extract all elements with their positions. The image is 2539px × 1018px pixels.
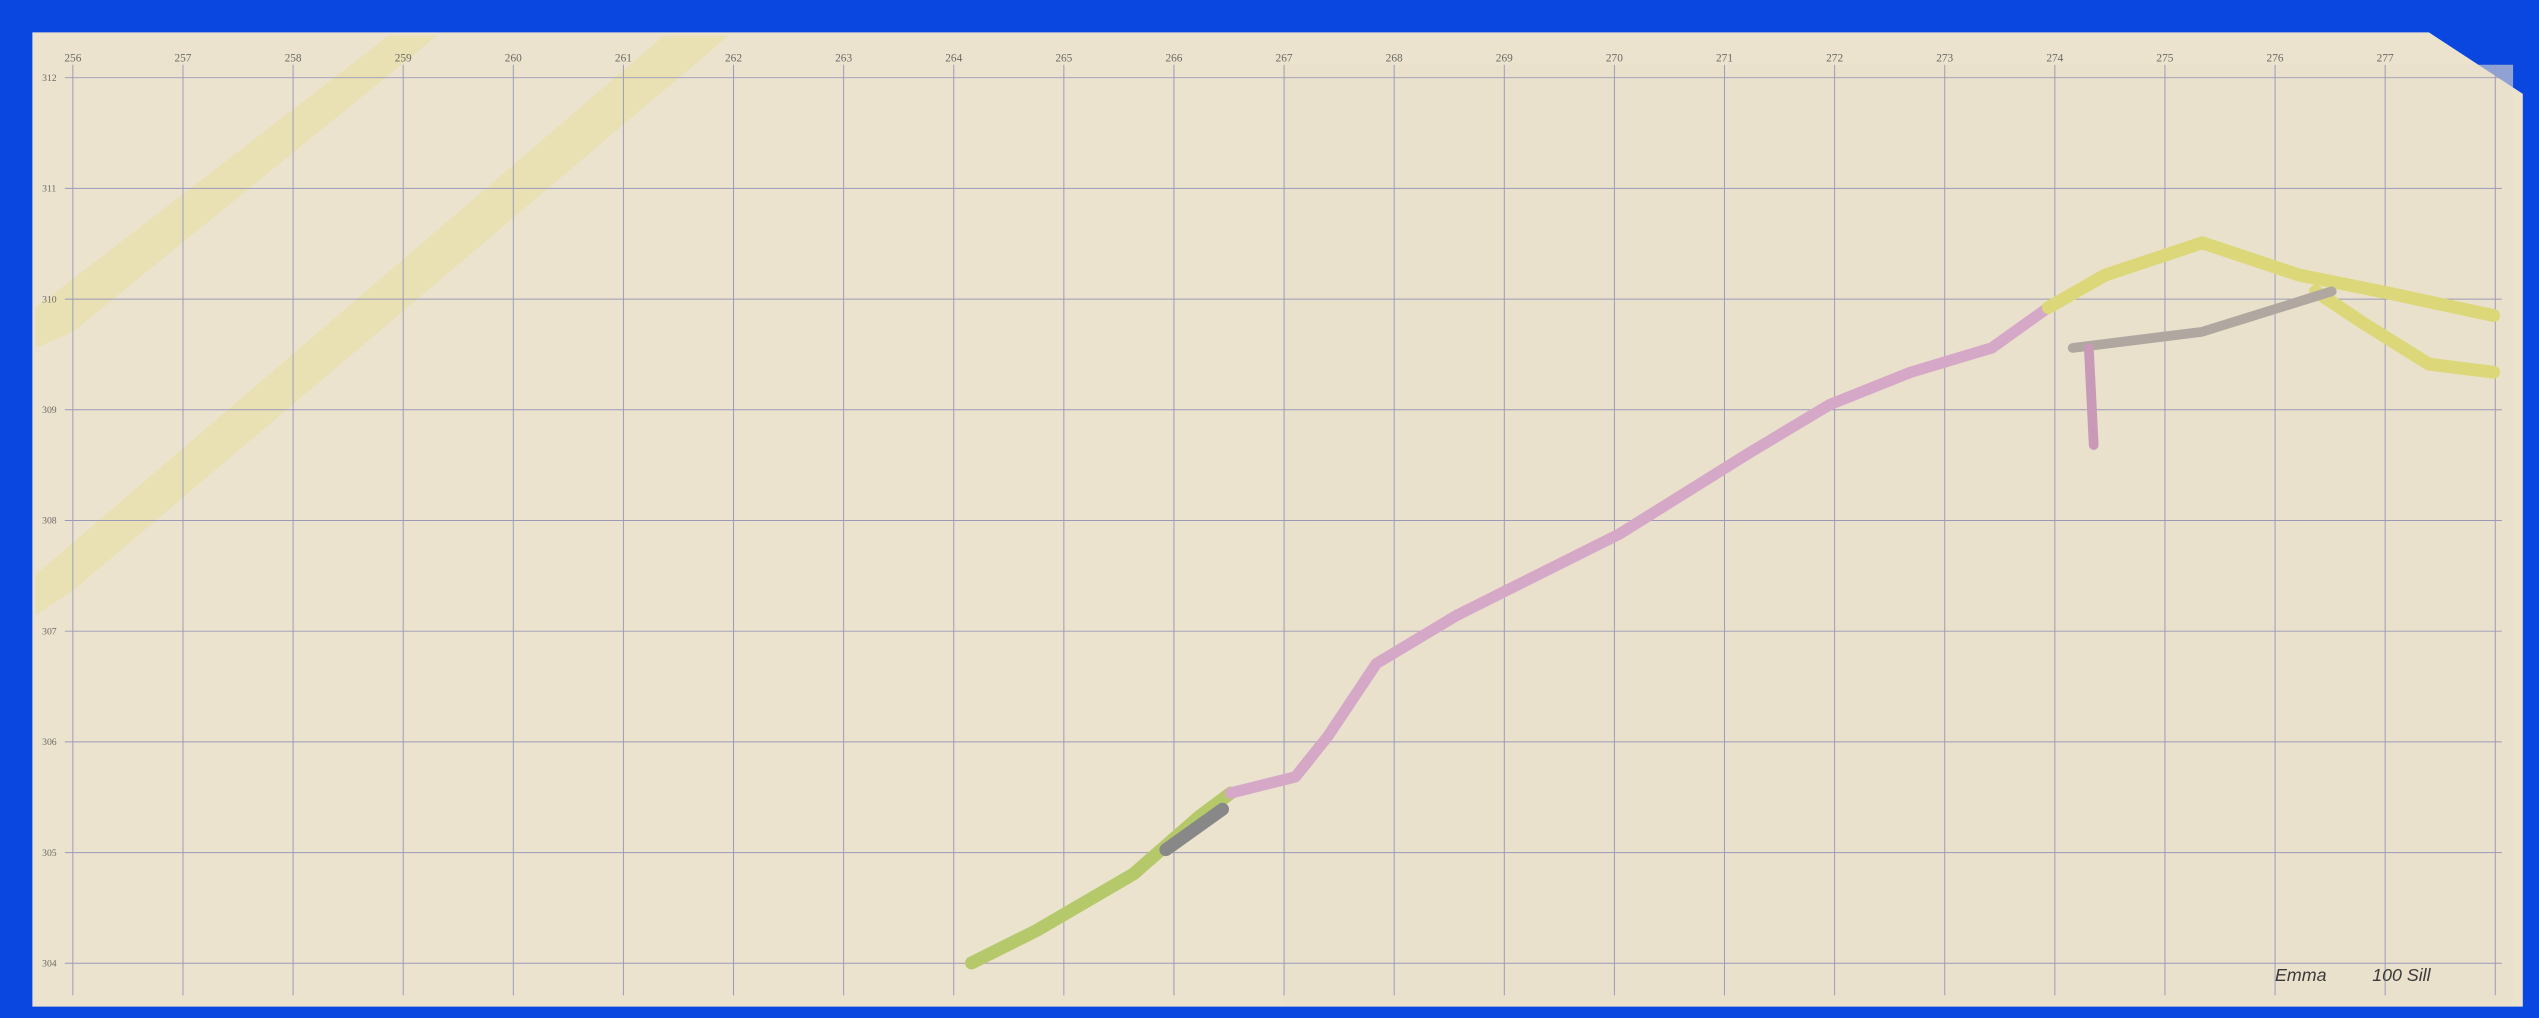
column-label: 268 bbox=[1386, 53, 1403, 65]
column-label: 272 bbox=[1826, 53, 1843, 65]
column-label: 256 bbox=[64, 53, 81, 65]
tape bbox=[35, 35, 438, 348]
column-label: 277 bbox=[2377, 53, 2394, 65]
row-label: 311 bbox=[42, 184, 56, 195]
column-label: 259 bbox=[395, 53, 412, 65]
vein bbox=[965, 236, 2501, 970]
row-label: 312 bbox=[42, 73, 57, 84]
column-label: 267 bbox=[1276, 53, 1293, 65]
column-label: 273 bbox=[1936, 53, 1953, 65]
paper-sheet bbox=[1282, 64, 2514, 1004]
column-label: 275 bbox=[2156, 53, 2173, 65]
drift-pink bbox=[2083, 343, 2099, 450]
column-label: 262 bbox=[725, 53, 742, 65]
drift-pink bbox=[1224, 301, 2055, 799]
column-label: 271 bbox=[1716, 53, 1733, 65]
column-label: 266 bbox=[1165, 53, 1182, 65]
drift-yellow bbox=[2041, 236, 2501, 323]
column-label: 274 bbox=[2046, 53, 2063, 65]
column-label: 260 bbox=[505, 53, 522, 65]
row-label: 308 bbox=[42, 516, 57, 527]
stope bbox=[1159, 802, 1230, 857]
drift-gray bbox=[2067, 286, 2337, 353]
column-label: 269 bbox=[1496, 53, 1513, 65]
drift-yellow bbox=[2309, 284, 2501, 379]
row-label: 309 bbox=[42, 405, 57, 416]
column-label: 276 bbox=[2267, 53, 2284, 65]
row-label: 306 bbox=[42, 737, 57, 748]
row-label: 305 bbox=[42, 848, 57, 859]
column-label: 261 bbox=[615, 53, 632, 65]
tape bbox=[35, 35, 729, 616]
drift-green bbox=[965, 786, 1238, 970]
caption-name: Emma bbox=[2275, 965, 2327, 985]
column-label: 265 bbox=[1055, 53, 1072, 65]
column-label: 263 bbox=[835, 53, 852, 65]
column-label: 258 bbox=[285, 53, 302, 65]
caption-level: 100 Sill bbox=[2372, 965, 2431, 985]
column-label: 264 bbox=[945, 53, 962, 65]
row-label: 307 bbox=[42, 626, 57, 637]
column-label: 257 bbox=[174, 53, 191, 65]
row-label: 310 bbox=[42, 294, 57, 305]
column-label: 270 bbox=[1606, 53, 1623, 65]
row-label: 304 bbox=[42, 959, 57, 970]
grid bbox=[64, 64, 2502, 996]
